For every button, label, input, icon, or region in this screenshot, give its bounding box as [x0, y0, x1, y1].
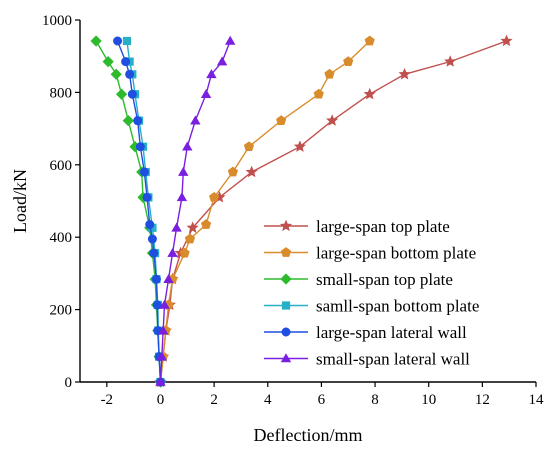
- data-point: [125, 69, 135, 79]
- legend-marker: [279, 219, 293, 232]
- series-line: [159, 40, 231, 383]
- legend-marker: [281, 327, 291, 337]
- legend: large-span top plate large-span bottom pl…: [264, 217, 479, 369]
- y-tick-label: 600: [50, 158, 73, 174]
- data-point: [190, 115, 201, 125]
- y-axis-title: Load/kN: [10, 169, 30, 233]
- x-tick-label: 14: [529, 392, 545, 408]
- legend-label: large-span bottom plate: [316, 244, 476, 263]
- legend-marker: [280, 273, 292, 285]
- data-point: [206, 69, 217, 79]
- y-tick-label: 1000: [42, 13, 72, 29]
- y-tick-label: 400: [50, 230, 73, 246]
- data-point: [142, 192, 152, 202]
- data-point: [113, 36, 123, 46]
- series-large-span-lateral-wall: [113, 36, 165, 387]
- x-tick-label: 4: [264, 392, 272, 408]
- x-tick-label: 0: [157, 392, 165, 408]
- legend-marker: [280, 247, 292, 257]
- x-tick-label: 2: [210, 392, 218, 408]
- legend-marker: [280, 353, 292, 363]
- y-tick-label: 200: [50, 303, 73, 319]
- data-point: [444, 55, 457, 67]
- legend-label: small-span lateral wall: [316, 350, 470, 369]
- legend-item: small-span lateral wall: [264, 350, 470, 369]
- data-point: [245, 165, 258, 178]
- series-layer: [90, 34, 513, 388]
- x-tick-label: 8: [371, 392, 379, 408]
- data-point: [184, 233, 196, 244]
- data-point: [324, 68, 335, 79]
- legend-item: samll-span bottom plate: [264, 297, 479, 316]
- x-tick-label: 10: [421, 392, 436, 408]
- data-point: [122, 36, 132, 46]
- data-point: [243, 141, 255, 152]
- series-line: [116, 40, 162, 383]
- data-point: [149, 248, 159, 258]
- data-point: [157, 325, 169, 335]
- x-axis-title: Deflection/mm: [254, 425, 363, 445]
- legend-item: small-span top plate: [264, 270, 453, 289]
- y-tick-label: 800: [50, 85, 73, 101]
- data-point: [176, 192, 188, 202]
- x-tick-label: 12: [475, 392, 490, 408]
- data-point: [115, 88, 128, 100]
- data-point: [147, 234, 157, 244]
- data-point: [159, 299, 170, 309]
- data-point: [167, 247, 178, 257]
- data-point: [145, 220, 155, 230]
- data-point: [122, 115, 134, 127]
- legend-label: small-span top plate: [316, 270, 453, 289]
- series-line: [159, 40, 371, 383]
- series-small-span-lateral-wall: [155, 35, 236, 386]
- data-point: [227, 166, 239, 177]
- data-point: [500, 34, 513, 47]
- x-axis-ticks: -2 0 2 4 6 8 10 12 14: [101, 382, 544, 408]
- data-point: [209, 192, 220, 202]
- data-point: [364, 35, 375, 46]
- legend-label: large-span lateral wall: [316, 323, 467, 342]
- data-point: [90, 35, 102, 47]
- data-point: [171, 222, 182, 232]
- legend-label: large-span top plate: [316, 217, 450, 236]
- data-point: [313, 88, 324, 99]
- data-point: [182, 141, 193, 151]
- data-point: [151, 274, 161, 284]
- data-point: [163, 273, 174, 283]
- data-point: [276, 115, 287, 125]
- legend-item: large-span top plate: [264, 217, 450, 236]
- x-tick-label: 6: [318, 392, 326, 408]
- data-point: [200, 219, 212, 229]
- data-point: [110, 68, 122, 80]
- x-tick-label: -2: [101, 392, 114, 408]
- data-point: [216, 56, 228, 66]
- data-point: [139, 167, 149, 177]
- data-point: [343, 56, 354, 66]
- data-point: [155, 376, 166, 386]
- data-point: [152, 300, 162, 310]
- data-point: [225, 35, 236, 45]
- data-point: [363, 87, 376, 100]
- legend-label: samll-span bottom plate: [316, 297, 479, 316]
- data-point: [186, 221, 199, 233]
- data-point: [179, 247, 190, 258]
- legend-item: large-span lateral wall: [264, 323, 467, 342]
- legend-item: large-span bottom plate: [264, 244, 476, 263]
- data-point: [398, 67, 411, 80]
- data-point: [133, 116, 143, 126]
- data-point: [326, 114, 339, 126]
- data-point: [178, 166, 189, 176]
- y-axis-ticks: 0 200 400 600 800 1000: [42, 13, 80, 391]
- y-tick-label: 0: [65, 375, 73, 391]
- data-point: [102, 56, 114, 68]
- data-point: [127, 89, 137, 99]
- data-point: [121, 57, 131, 67]
- data-point: [156, 351, 168, 361]
- data-point: [293, 140, 307, 152]
- legend-marker: [281, 301, 291, 310]
- data-point: [200, 89, 212, 99]
- data-point: [135, 142, 145, 152]
